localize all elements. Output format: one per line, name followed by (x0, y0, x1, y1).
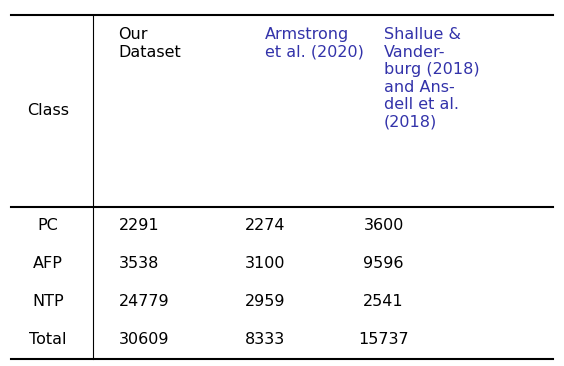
Text: 8333: 8333 (245, 332, 285, 347)
Text: 2959: 2959 (245, 294, 285, 309)
Text: 3600: 3600 (363, 218, 404, 233)
Text: NTP: NTP (32, 294, 64, 309)
Text: 30609: 30609 (118, 332, 169, 347)
Text: AFP: AFP (33, 256, 63, 271)
Text: 9596: 9596 (363, 256, 404, 271)
Text: 2541: 2541 (363, 294, 404, 309)
Text: 15737: 15737 (358, 332, 409, 347)
Text: PC: PC (38, 218, 58, 233)
Text: Total: Total (29, 332, 67, 347)
Text: Armstrong
et al. (2020): Armstrong et al. (2020) (265, 27, 364, 60)
Text: 24779: 24779 (118, 294, 169, 309)
Text: 2274: 2274 (245, 218, 285, 233)
Text: 2291: 2291 (118, 218, 159, 233)
Text: Shallue &
Vander-
burg (2018)
and Ans-
dell et al.
(2018): Shallue & Vander- burg (2018) and Ans- d… (384, 27, 479, 130)
Text: 3538: 3538 (118, 256, 159, 271)
Text: 3100: 3100 (245, 256, 285, 271)
Text: Our
Dataset: Our Dataset (118, 27, 181, 60)
Text: Class: Class (27, 103, 69, 118)
